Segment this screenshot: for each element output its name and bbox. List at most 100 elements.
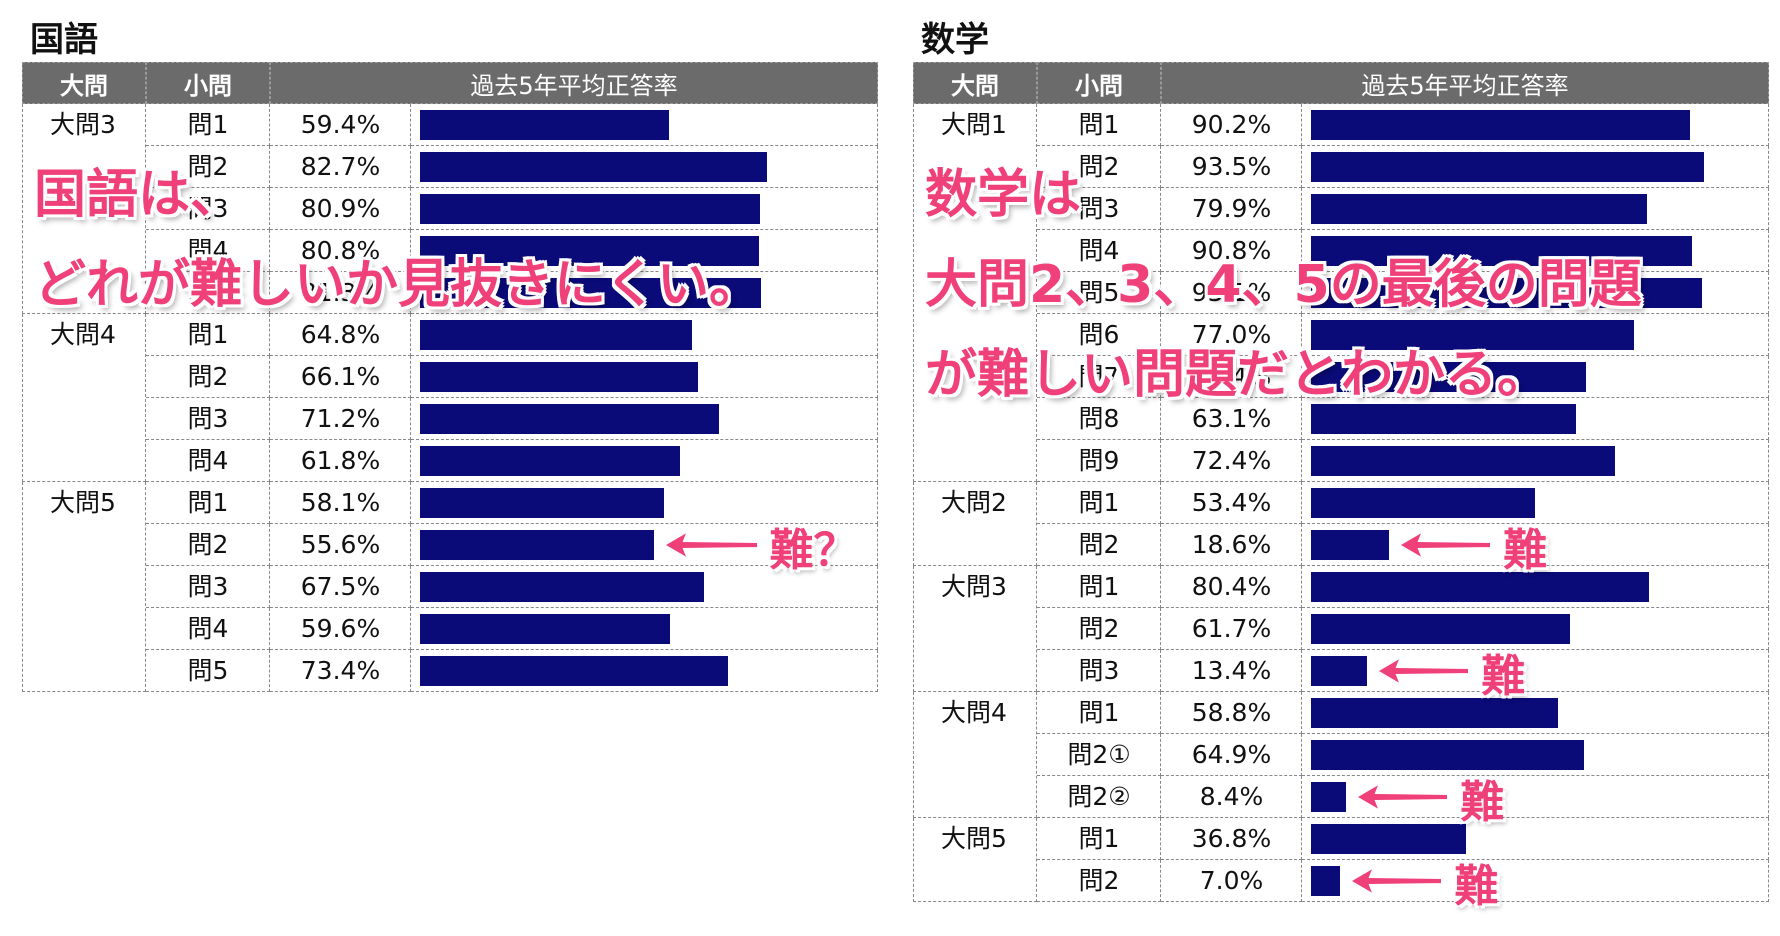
rate-cell <box>270 650 411 692</box>
panel-title: 数学 <box>921 20 989 60</box>
rate-label: 8.4% <box>1199 782 1264 811</box>
rate-bar <box>1311 866 1341 896</box>
shomon-label: 問1 <box>1078 698 1120 727</box>
bar-cell <box>1302 146 1769 188</box>
overlay-caption: 国語は、 <box>34 165 243 225</box>
shomon-label: 問4 <box>187 446 229 475</box>
rate-label: 93.1% <box>1191 278 1272 307</box>
shomon-cell <box>1037 146 1161 188</box>
daimon-cell <box>913 566 1037 692</box>
bar-cell <box>411 146 878 188</box>
shomon-label: 問1 <box>1078 824 1120 853</box>
shomon-label: 問1 <box>187 110 229 139</box>
rate-label: 64.8% <box>300 320 381 349</box>
rate-bar <box>420 530 654 560</box>
rate-bar <box>420 614 671 644</box>
rate-cell <box>1161 356 1302 398</box>
rate-cell <box>1161 650 1302 692</box>
rate-label: 59.4% <box>300 110 381 139</box>
rate-bar <box>1311 572 1649 602</box>
daimon-cell <box>22 104 146 314</box>
rate-label: 13.4% <box>1191 656 1272 685</box>
rate-cell <box>1161 440 1302 482</box>
rate-cell <box>1161 230 1302 272</box>
bar-cell <box>411 188 878 230</box>
bar-cell <box>411 272 878 314</box>
rate-cell <box>270 314 411 356</box>
shomon-cell <box>1037 608 1161 650</box>
bar-cell <box>411 524 878 566</box>
rate-cell <box>270 146 411 188</box>
overlay-caption: 大問2、3、4、5の最後の問題 <box>925 255 1642 315</box>
shomon-cell <box>146 188 270 230</box>
rate-label: 80.9% <box>300 194 381 223</box>
rate-label: 71.2% <box>300 404 381 433</box>
shomon-cell <box>1037 734 1161 776</box>
shomon-label: 問1 <box>1078 572 1120 601</box>
rate-bar <box>420 446 680 476</box>
shomon-label: 問4 <box>187 236 229 265</box>
bar-cell <box>1302 314 1769 356</box>
rate-cell <box>1161 398 1302 440</box>
rate-bar <box>420 320 693 350</box>
rate-bar <box>1311 740 1584 770</box>
rate-cell <box>270 188 411 230</box>
overlay-caption: 数学は <box>925 165 1082 225</box>
bar-cell <box>411 482 878 524</box>
shomon-label: 問9 <box>1078 446 1120 475</box>
rate-bar <box>420 488 665 518</box>
rate-bar <box>1311 110 1690 140</box>
daimon-label: 大問3 <box>50 110 116 139</box>
rate-bar <box>1311 488 1536 518</box>
bar-cell <box>411 608 878 650</box>
bar-cell <box>1302 692 1769 734</box>
daimon-cell <box>22 482 146 692</box>
rate-cell <box>270 524 411 566</box>
rate-bar <box>1311 362 1586 392</box>
rate-cell <box>1161 482 1302 524</box>
rate-cell <box>270 440 411 482</box>
bar-cell <box>1302 650 1769 692</box>
rate-label: 79.9% <box>1191 194 1272 223</box>
rate-cell <box>270 608 411 650</box>
bar-cell <box>411 104 878 146</box>
rate-cell <box>1161 692 1302 734</box>
rate-cell <box>270 482 411 524</box>
rate-bar <box>420 236 760 266</box>
rate-label: 73.4% <box>300 656 381 685</box>
rate-label: 80.8% <box>300 236 381 265</box>
rate-cell <box>270 566 411 608</box>
rate-bar <box>1311 446 1616 476</box>
shomon-cell <box>146 104 270 146</box>
rate-label: 36.8% <box>1191 824 1272 853</box>
rate-label: 7.0% <box>1199 866 1264 895</box>
shomon-cell <box>1037 272 1161 314</box>
daimon-label: 大問1 <box>941 110 1007 139</box>
rate-bar <box>1311 530 1390 560</box>
rate-label: 18.6% <box>1191 530 1272 559</box>
bar-cell <box>1302 482 1769 524</box>
shomon-label: 問3 <box>187 572 229 601</box>
overlay-caption: どれが難しいか見抜きにくい。 <box>34 255 761 315</box>
shomon-cell <box>1037 566 1161 608</box>
bar-cell <box>1302 776 1769 818</box>
daimon-cell <box>913 104 1037 482</box>
bar-cell <box>1302 566 1769 608</box>
shomon-label: 問4 <box>1078 236 1120 265</box>
bar-cell <box>411 398 878 440</box>
shomon-cell <box>1037 314 1161 356</box>
pointer-arrow-icon <box>661 528 759 562</box>
shomon-cell <box>1037 440 1161 482</box>
rate-label: 61.8% <box>300 446 381 475</box>
rate-bar <box>1311 698 1558 728</box>
shomon-label: 問3 <box>1078 656 1120 685</box>
bar-cell <box>1302 734 1769 776</box>
bar-cell <box>1302 188 1769 230</box>
rate-label: 77.0% <box>1191 320 1272 349</box>
daimon-cell <box>913 818 1037 902</box>
rate-label: 58.1% <box>300 488 381 517</box>
rate-bar <box>420 110 670 140</box>
rate-label: 59.6% <box>300 614 381 643</box>
rate-bar <box>420 152 768 182</box>
shomon-cell <box>1037 860 1161 902</box>
